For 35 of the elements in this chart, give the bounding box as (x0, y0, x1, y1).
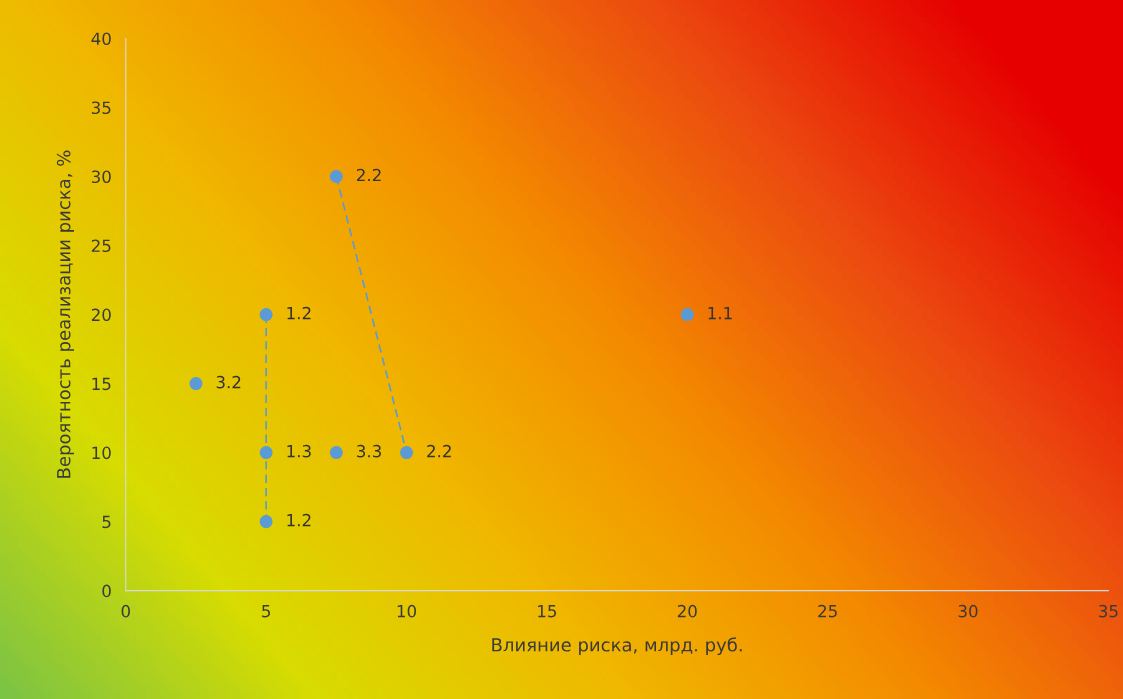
point (259, 446, 273, 460)
annotation: 1.3 (287, 444, 311, 458)
y-tick-label: 40 (91, 32, 111, 46)
y-axis-title: Вероятность реализации риска, % (56, 150, 75, 478)
annotation: 1.1 (708, 307, 732, 320)
point (329, 446, 343, 460)
x-tick-label: 25 (818, 604, 837, 618)
point (400, 446, 414, 460)
point (259, 308, 273, 322)
x-axis-title: Влияние риска, млрд. руб. (492, 637, 742, 656)
point (259, 515, 273, 529)
y-tick-label: 5 (102, 515, 111, 529)
y-tick-label: 30 (91, 170, 111, 184)
x-tick-label: 20 (677, 604, 697, 618)
y-tick-label: 25 (91, 239, 111, 253)
annotation: 3.2 (216, 375, 241, 389)
annotation: 3.3 (357, 444, 381, 458)
point (329, 169, 343, 184)
y-tick-label: 35 (91, 101, 111, 115)
x-tick-label: 30 (958, 604, 978, 618)
annotation: 1.2 (287, 306, 311, 320)
point (680, 308, 694, 322)
y-tick-label: 10 (92, 446, 111, 460)
x-tick-label: 5 (262, 605, 270, 618)
y-tick-label: 20 (91, 308, 111, 322)
annotation: 2.2 (357, 168, 381, 182)
x-tick-label: 15 (538, 605, 557, 618)
y-tick-label: 15 (92, 377, 111, 391)
y-tick-label: 0 (102, 584, 111, 598)
x-tick-label: 35 (1099, 604, 1118, 618)
x-tick-label: 0 (121, 604, 130, 618)
annotation: 1.2 (287, 513, 311, 527)
x-tick-label: 10 (397, 604, 417, 618)
annotation: 2.2 (427, 444, 451, 458)
point (189, 377, 203, 391)
